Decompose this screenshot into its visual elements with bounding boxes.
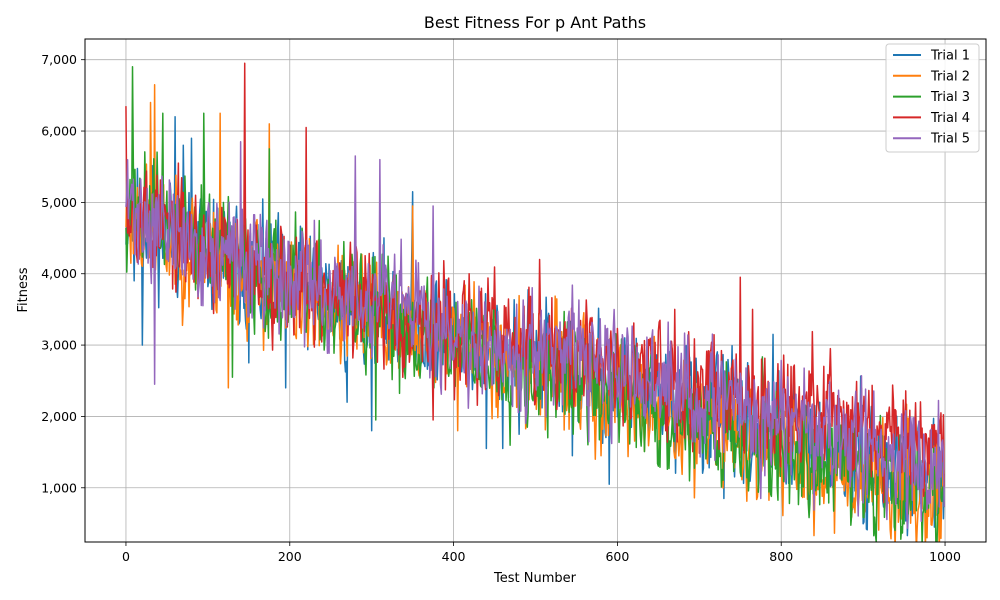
chart-title: Best Fitness For p Ant Paths: [424, 13, 646, 32]
legend-label: Trial 4: [930, 111, 970, 126]
plot-frame: [84, 38, 987, 543]
y-tick-label: 5,000: [41, 195, 77, 210]
plot-area: [125, 62, 945, 542]
legend-box: [885, 43, 980, 153]
legend-label: Trial 5: [930, 132, 970, 147]
x-axis: 0 200 400 600 800 1000: [122, 542, 961, 564]
y-tick-label: 4,000: [41, 266, 77, 281]
x-tick-label: 400: [442, 549, 466, 564]
y-axis: 1,000 2,000 3,000 4,000 5,000 6,000 7,000: [41, 52, 85, 495]
series-layer: [125, 62, 945, 542]
y-axis-title: Fitness: [16, 267, 31, 312]
x-tick-label: 0: [122, 549, 130, 564]
series-line: [125, 140, 945, 529]
x-tick-label: 800: [769, 549, 793, 564]
x-tick-label: 600: [605, 549, 629, 564]
y-tick-label: 7,000: [41, 52, 77, 67]
y-tick-label: 2,000: [41, 409, 77, 424]
legend: Trial 1 Trial 2 Trial 3 Trial 4 Trial 5: [885, 43, 980, 153]
x-tick-label: 1000: [929, 549, 961, 564]
y-tick-label: 1,000: [41, 480, 77, 495]
legend-label: Trial 3: [930, 90, 970, 105]
x-axis-title: Test Number: [493, 571, 577, 586]
legend-label: Trial 2: [930, 69, 970, 84]
x-tick-label: 200: [278, 549, 302, 564]
legend-label: Trial 1: [930, 49, 970, 64]
y-tick-label: 3,000: [41, 338, 77, 353]
y-tick-label: 6,000: [41, 124, 77, 139]
